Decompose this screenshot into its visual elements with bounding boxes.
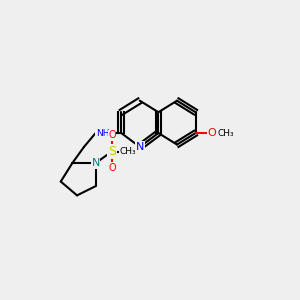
Text: CH₃: CH₃ xyxy=(120,147,136,156)
Text: NH: NH xyxy=(96,128,109,137)
Text: O: O xyxy=(108,163,116,173)
Text: N: N xyxy=(136,142,144,152)
Text: O: O xyxy=(108,130,116,140)
Text: N: N xyxy=(92,158,100,168)
Text: S: S xyxy=(108,145,116,158)
Text: CH₃: CH₃ xyxy=(218,128,234,137)
Text: O: O xyxy=(208,128,216,138)
